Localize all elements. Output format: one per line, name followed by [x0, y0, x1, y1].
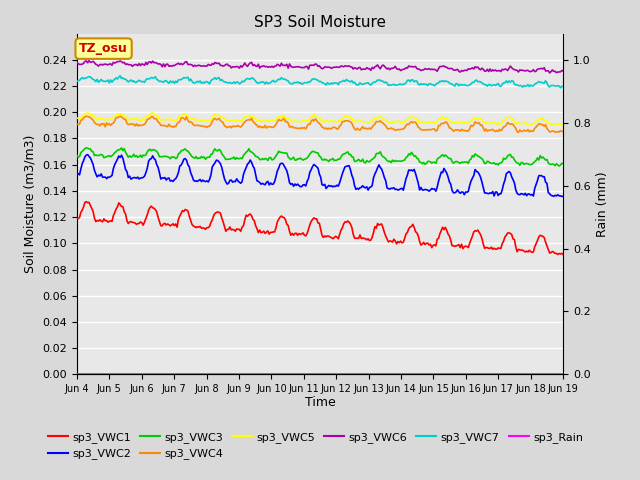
Title: SP3 Soil Moisture: SP3 Soil Moisture	[254, 15, 386, 30]
Y-axis label: Soil Moisture (m3/m3): Soil Moisture (m3/m3)	[24, 135, 36, 273]
Text: TZ_osu: TZ_osu	[79, 42, 128, 55]
Legend: sp3_VWC1, sp3_VWC2, sp3_VWC3, sp3_VWC4, sp3_VWC5, sp3_VWC6, sp3_VWC7, sp3_Rain: sp3_VWC1, sp3_VWC2, sp3_VWC3, sp3_VWC4, …	[44, 428, 588, 464]
Y-axis label: Rain (mm): Rain (mm)	[596, 171, 609, 237]
X-axis label: Time: Time	[305, 396, 335, 408]
